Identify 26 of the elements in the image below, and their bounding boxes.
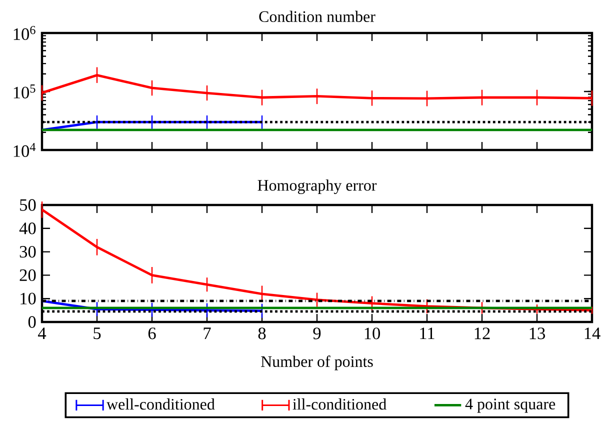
y-tick-label: 10 <box>20 292 36 304</box>
x-tick-label: 5 <box>94 328 101 340</box>
x-tick-label: 12 <box>474 328 490 340</box>
x-tick-label: 6 <box>148 328 156 340</box>
y-tick-label: 50 <box>20 199 36 211</box>
y-tick-label: 30 <box>20 246 36 258</box>
chart-title: Condition number <box>259 10 376 22</box>
x-tick-label: 4 <box>38 328 46 340</box>
x-tick-label: 10 <box>364 328 380 340</box>
y-tick-label: 10$^{5}$ <box>14 84 36 98</box>
x-tick-label: 7 <box>204 328 211 339</box>
legend-label: ill-conditioned <box>292 398 386 410</box>
legend-label: well-conditioned <box>106 398 215 410</box>
x-axis-title: Number of points <box>261 356 373 370</box>
x-tick-label: 11 <box>420 328 434 340</box>
y-tick-label: 10$^{4}$ <box>14 143 36 157</box>
y-tick-label: 10$^{6}$ <box>14 26 36 40</box>
x-tick-label: 13 <box>530 328 545 340</box>
x-tick-label: 8 <box>258 328 266 340</box>
x-tick-label: 9 <box>313 328 321 340</box>
x-tick-label: 14 <box>584 328 600 340</box>
y-tick-label: 20 <box>20 269 36 282</box>
y-tick-label: 0 <box>28 316 36 328</box>
y-tick-label: 40 <box>19 222 36 234</box>
legend-label: 4 point square <box>465 398 556 413</box>
chart-title: Homography error <box>258 180 377 194</box>
